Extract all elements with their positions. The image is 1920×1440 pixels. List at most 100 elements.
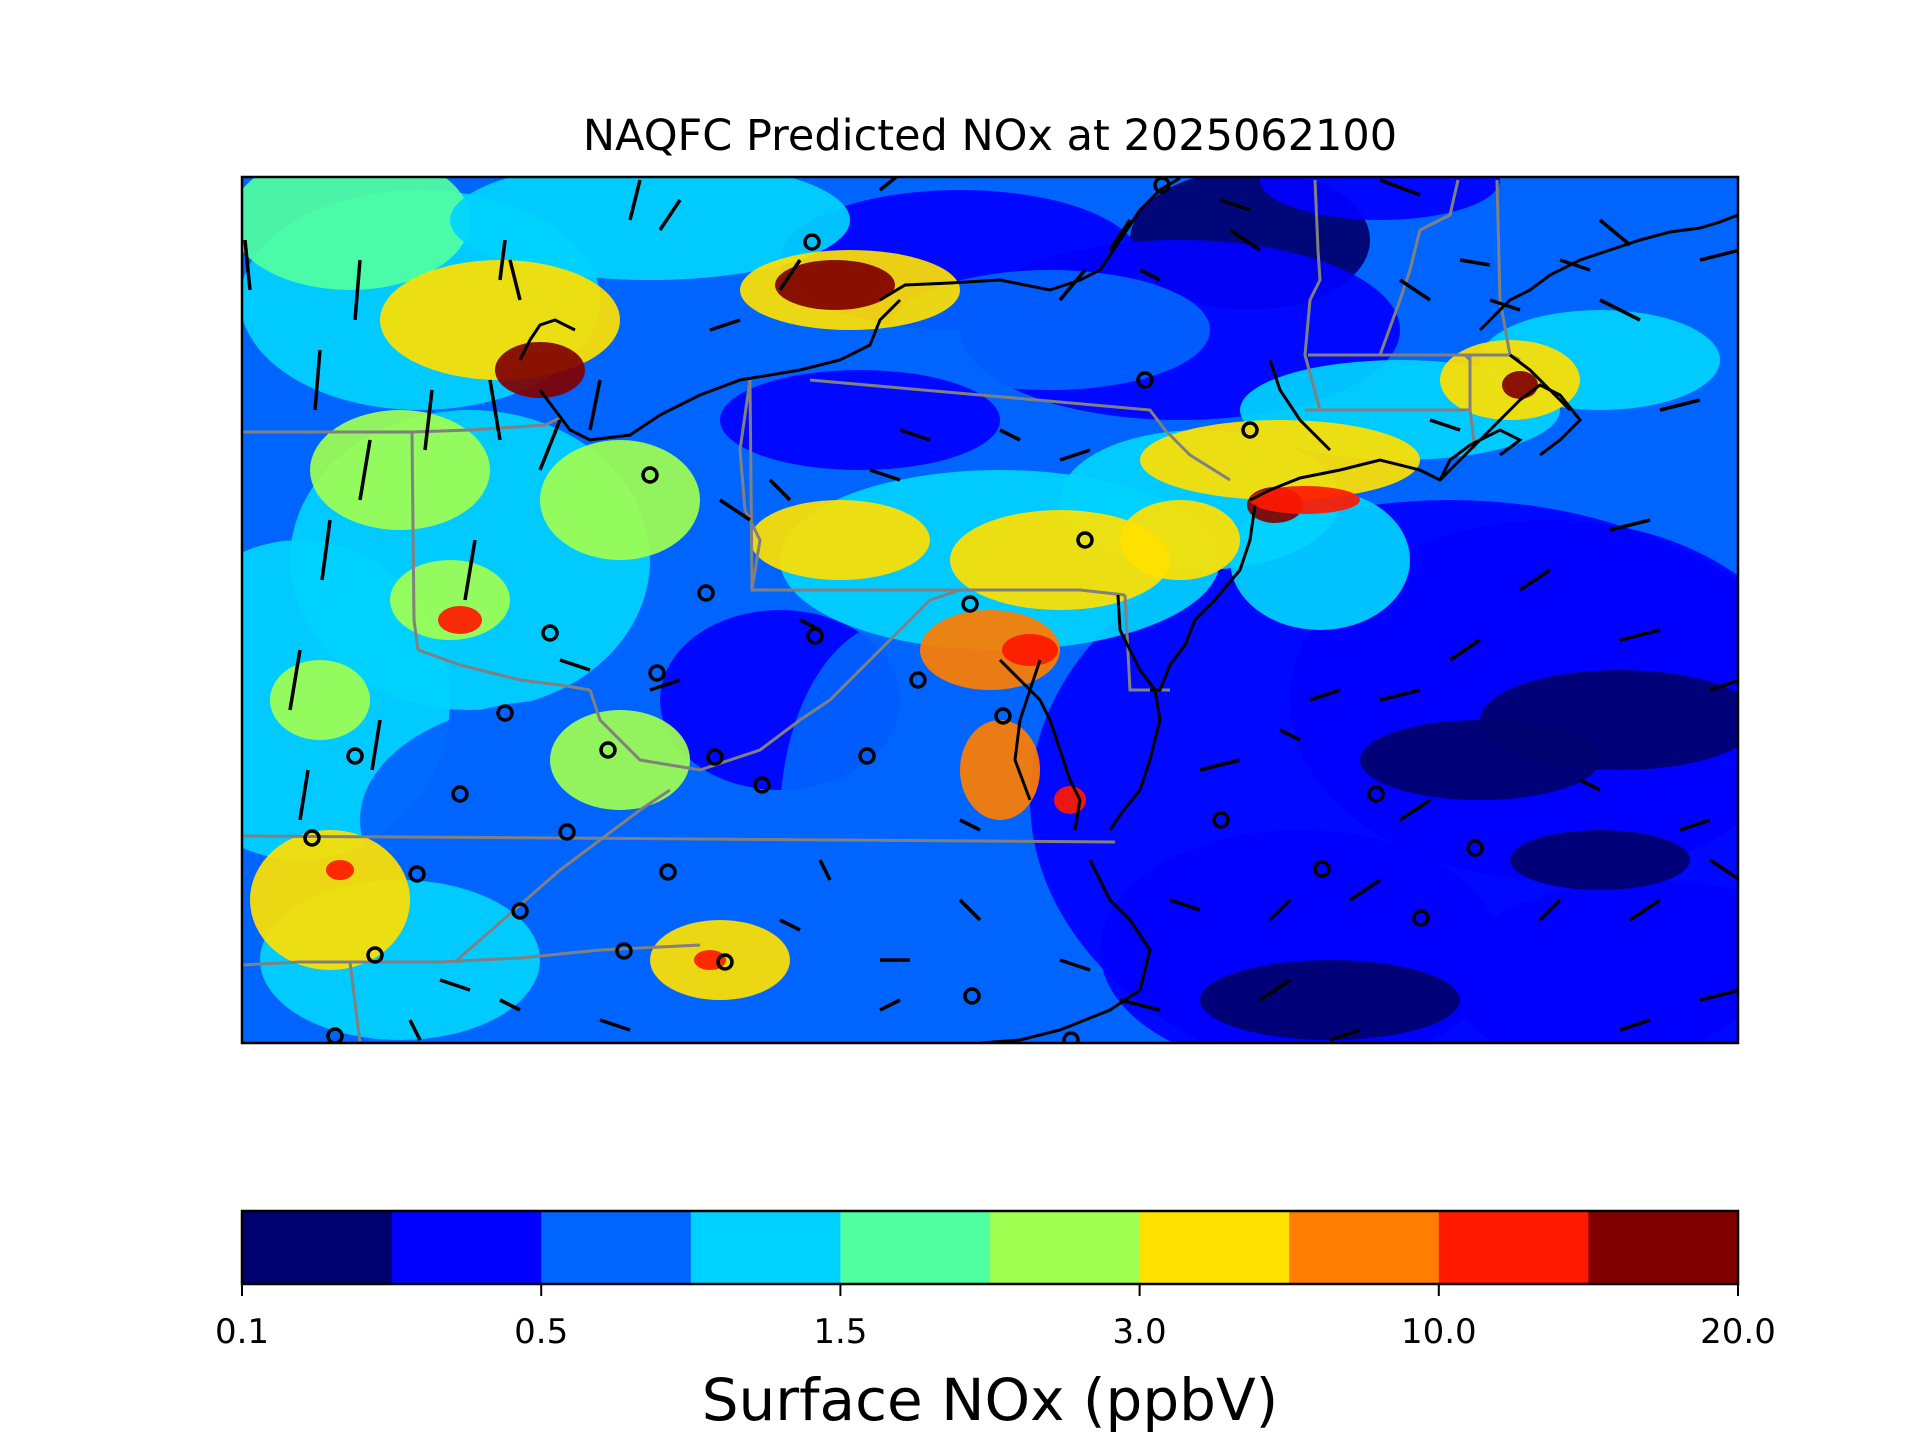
nox-patch (270, 660, 370, 740)
nox-patch (1002, 634, 1058, 666)
colorbar-cell (840, 1211, 991, 1284)
wind-barb (408, 1019, 422, 1041)
nox-patch (1200, 960, 1460, 1040)
calm-wind-circle (641, 466, 659, 484)
nox-patch (1510, 830, 1690, 890)
wind-barb (959, 818, 981, 832)
calm-wind-circle (1241, 421, 1259, 439)
wind-barb (538, 419, 562, 471)
wind-barb (1399, 278, 1431, 302)
calm-wind-circle (366, 946, 384, 964)
nox-patch (890, 270, 1210, 390)
wind-barb (313, 349, 322, 411)
calm-wind-circle (496, 704, 514, 722)
nox-patch (1260, 177, 1500, 220)
calm-wind-circles (303, 177, 1484, 1043)
wind-barb (799, 618, 821, 632)
calm-wind-circle (706, 748, 724, 766)
wind-barb (353, 259, 362, 321)
calm-wind-circle (346, 747, 364, 765)
calm-wind-circle (753, 776, 771, 794)
colorbar-cell (690, 1211, 841, 1284)
wind-barb (1379, 688, 1421, 702)
wind-barb (498, 239, 507, 281)
wind-barb (358, 439, 372, 501)
wind-barb (1619, 628, 1661, 642)
calm-wind-circle (963, 987, 981, 1005)
calm-wind-circle (326, 1027, 344, 1043)
wind-barb (1489, 298, 1521, 312)
nox-patch (250, 830, 410, 970)
nox-patch (720, 370, 1000, 470)
calm-wind-circle (303, 829, 321, 847)
calm-wind-circle (909, 671, 927, 689)
wind-barb (958, 898, 982, 922)
nox-patch (1230, 490, 1410, 630)
nox-patch (1250, 486, 1360, 514)
coastlines (518, 177, 1738, 1043)
colorbar-frame (240, 1209, 1740, 1286)
calm-wind-circle (659, 863, 677, 881)
calm-wind-circle (408, 865, 426, 883)
calm-wind-circle (558, 823, 576, 841)
wind-barb (649, 678, 681, 692)
wind-barb (1169, 898, 1201, 912)
wind-barb (1679, 818, 1711, 832)
colorbar-cell (1139, 1211, 1290, 1284)
colorbar-cell (541, 1211, 692, 1284)
nox-patch (1140, 420, 1420, 500)
wind-barb (1059, 958, 1091, 972)
colorbar-cell (990, 1211, 1141, 1284)
colorbar-cell (242, 1211, 393, 1284)
wind-barb (370, 719, 382, 771)
state-boundaries (242, 179, 1521, 1043)
calm-wind-circle (1313, 860, 1331, 878)
wind-barb (1559, 258, 1591, 272)
nox-patch (438, 606, 482, 634)
colorbar-tick-label: 3.0 (1113, 1312, 1167, 1352)
wind-barb (879, 998, 901, 1012)
calm-wind-circle (1412, 909, 1430, 927)
nox-patch (495, 342, 585, 398)
wind-barb (1538, 898, 1562, 922)
nox-patch (950, 510, 1170, 610)
wind-barb (658, 199, 682, 231)
nox-patch (780, 620, 1020, 1020)
colorbar-tick-label: 0.1 (215, 1312, 269, 1352)
calm-wind-circle (1136, 371, 1154, 389)
colorbar-tick-label: 1.5 (813, 1312, 867, 1352)
wind-barb (1108, 219, 1132, 251)
calm-wind-circle (697, 584, 715, 602)
calm-wind-circle (1212, 811, 1230, 829)
wind-barb (1619, 1018, 1651, 1032)
calm-wind-circle (803, 233, 821, 251)
wind-barb (1449, 638, 1481, 662)
wind-barb (869, 468, 901, 482)
colorbar-cell (1438, 1211, 1589, 1284)
wind-barb (1599, 298, 1641, 322)
nox-patch (1120, 500, 1240, 580)
wind-barb (463, 539, 477, 601)
calm-wind-circle (648, 664, 666, 682)
colorbar-tick-label: 10.0 (1401, 1312, 1477, 1352)
calm-wind-circle (1466, 839, 1484, 857)
calm-wind-circle (615, 942, 633, 960)
wind-barb (1429, 418, 1461, 432)
wind-barb (423, 389, 434, 451)
wind-barb (599, 1018, 631, 1032)
wind-barb (499, 998, 521, 1012)
calm-wind-circle (858, 747, 876, 765)
wind-barb (559, 658, 591, 672)
wind-barb (818, 859, 832, 881)
colorbar-cell (1588, 1211, 1739, 1284)
wind-barb (999, 428, 1021, 442)
wind-barb (1139, 268, 1161, 282)
calm-wind-circle (599, 741, 617, 759)
calm-wind-circle (994, 707, 1012, 725)
nox-patch (750, 500, 930, 580)
wind-barb (298, 769, 310, 821)
calm-wind-circle (1076, 531, 1094, 549)
colorbar-cells (242, 1211, 1739, 1284)
nox-field (242, 177, 1738, 1043)
